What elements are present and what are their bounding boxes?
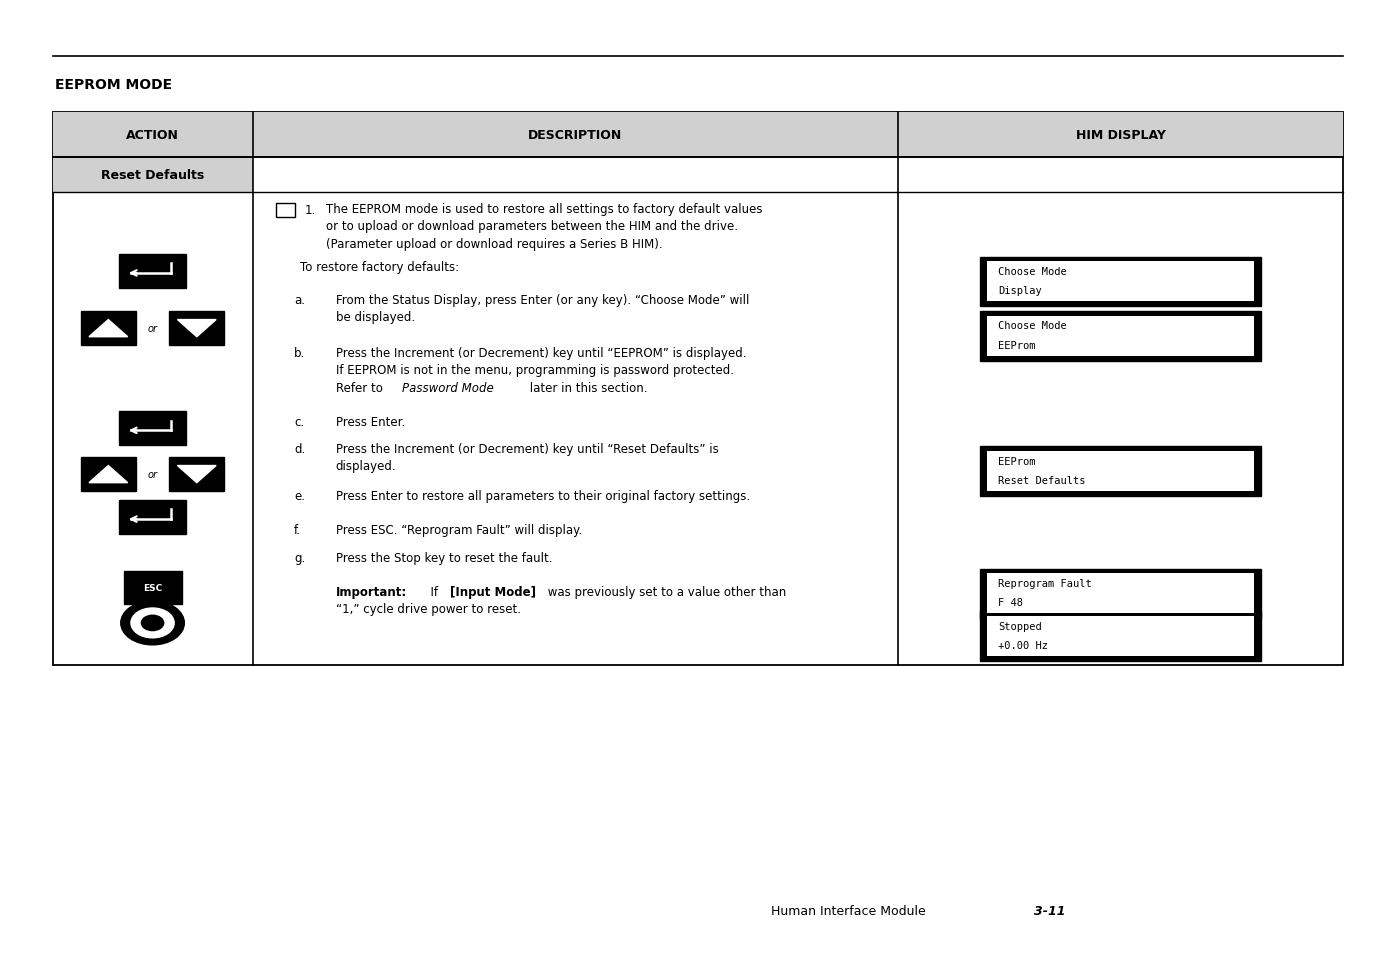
- Bar: [987, 452, 1255, 492]
- Text: Press the Stop key to reset the fault.: Press the Stop key to reset the fault.: [336, 552, 551, 565]
- Text: Choose Mode: Choose Mode: [998, 321, 1067, 331]
- Bar: [987, 262, 1255, 302]
- Text: (Parameter upload or download requires a Series B HIM).: (Parameter upload or download requires a…: [326, 237, 662, 251]
- Text: or to upload or download parameters between the HIM and the drive.: or to upload or download parameters betw…: [326, 220, 738, 233]
- Text: Press ESC. “Reprogram Fault” will display.: Press ESC. “Reprogram Fault” will displa…: [336, 523, 582, 537]
- Text: “1,” cycle drive power to reset.: “1,” cycle drive power to reset.: [336, 602, 521, 616]
- Text: +0.00 Hz: +0.00 Hz: [998, 640, 1048, 650]
- Text: c.: c.: [294, 416, 304, 429]
- Text: EEProm: EEProm: [998, 456, 1035, 466]
- Text: DESCRIPTION: DESCRIPTION: [528, 129, 622, 142]
- Text: or: or: [148, 470, 158, 479]
- Text: later in this section.: later in this section.: [527, 381, 648, 395]
- Circle shape: [141, 616, 163, 631]
- Text: be displayed.: be displayed.: [336, 311, 415, 324]
- Bar: [80, 457, 135, 492]
- Bar: [898, 112, 1343, 158]
- Bar: [987, 574, 1255, 614]
- Bar: [53, 112, 253, 158]
- Text: a.: a.: [294, 294, 305, 307]
- Bar: [253, 112, 898, 158]
- Bar: [119, 412, 185, 446]
- Bar: [987, 617, 1255, 657]
- Circle shape: [131, 608, 174, 639]
- Bar: [119, 254, 185, 289]
- Text: e.: e.: [294, 490, 305, 503]
- Text: Human Interface Module: Human Interface Module: [771, 903, 926, 917]
- Text: Press Enter to restore all parameters to their original factory settings.: Press Enter to restore all parameters to…: [336, 490, 749, 503]
- Text: If: If: [423, 585, 441, 598]
- Text: 1.: 1.: [305, 204, 316, 217]
- Text: Reset Defaults: Reset Defaults: [101, 169, 205, 182]
- Text: f.: f.: [294, 523, 301, 537]
- Text: displayed.: displayed.: [336, 459, 397, 473]
- Bar: [980, 447, 1262, 497]
- Text: g.: g.: [294, 552, 305, 565]
- Text: Password Mode: Password Mode: [402, 381, 493, 395]
- Text: Press Enter.: Press Enter.: [336, 416, 405, 429]
- Text: Important:: Important:: [336, 585, 406, 598]
- Polygon shape: [177, 320, 216, 337]
- Text: From the Status Display, press Enter (or any key). “Choose Mode” will: From the Status Display, press Enter (or…: [336, 294, 749, 307]
- Text: F 48: F 48: [998, 598, 1023, 607]
- Text: ACTION: ACTION: [126, 129, 180, 142]
- Text: Reprogram Fault: Reprogram Fault: [998, 578, 1092, 588]
- Text: The EEPROM mode is used to restore all settings to factory default values: The EEPROM mode is used to restore all s…: [326, 203, 763, 216]
- Text: d.: d.: [294, 442, 305, 456]
- Text: Reset Defaults: Reset Defaults: [998, 476, 1086, 485]
- Polygon shape: [88, 466, 127, 483]
- Bar: [980, 257, 1262, 307]
- Text: To restore factory defaults:: To restore factory defaults:: [300, 261, 459, 274]
- Text: If EEPROM is not in the menu, programming is password protected.: If EEPROM is not in the menu, programmin…: [336, 364, 734, 377]
- Text: was previously set to a value other than: was previously set to a value other than: [545, 585, 786, 598]
- Bar: [169, 457, 224, 492]
- Bar: [169, 312, 224, 346]
- Text: [Input Mode]: [Input Mode]: [451, 585, 536, 598]
- Text: 3-11: 3-11: [1034, 903, 1066, 917]
- Polygon shape: [177, 466, 216, 483]
- Text: Display: Display: [998, 286, 1042, 295]
- Bar: [53, 158, 253, 193]
- Text: Stopped: Stopped: [998, 621, 1042, 631]
- Bar: [980, 312, 1262, 361]
- Text: Refer to: Refer to: [336, 381, 386, 395]
- Bar: [123, 572, 181, 604]
- Bar: [276, 204, 296, 217]
- Text: HIM DISPLAY: HIM DISPLAY: [1075, 129, 1165, 142]
- Text: EEProm: EEProm: [998, 340, 1035, 350]
- Text: Press the Increment (or Decrement) key until “Reset Defaults” is: Press the Increment (or Decrement) key u…: [336, 442, 719, 456]
- Bar: [980, 612, 1262, 661]
- Bar: [980, 569, 1262, 618]
- Bar: [987, 316, 1255, 356]
- Circle shape: [120, 601, 184, 645]
- Text: ESC: ESC: [142, 583, 162, 593]
- Text: or: or: [148, 324, 158, 334]
- Text: Press the Increment (or Decrement) key until “EEPROM” is displayed.: Press the Increment (or Decrement) key u…: [336, 347, 746, 360]
- Text: Choose Mode: Choose Mode: [998, 267, 1067, 276]
- Bar: [80, 312, 135, 346]
- Text: EEPROM MODE: EEPROM MODE: [55, 78, 173, 92]
- Polygon shape: [88, 320, 127, 337]
- Text: b.: b.: [294, 347, 305, 360]
- Bar: [53, 112, 1343, 665]
- Bar: [119, 500, 185, 535]
